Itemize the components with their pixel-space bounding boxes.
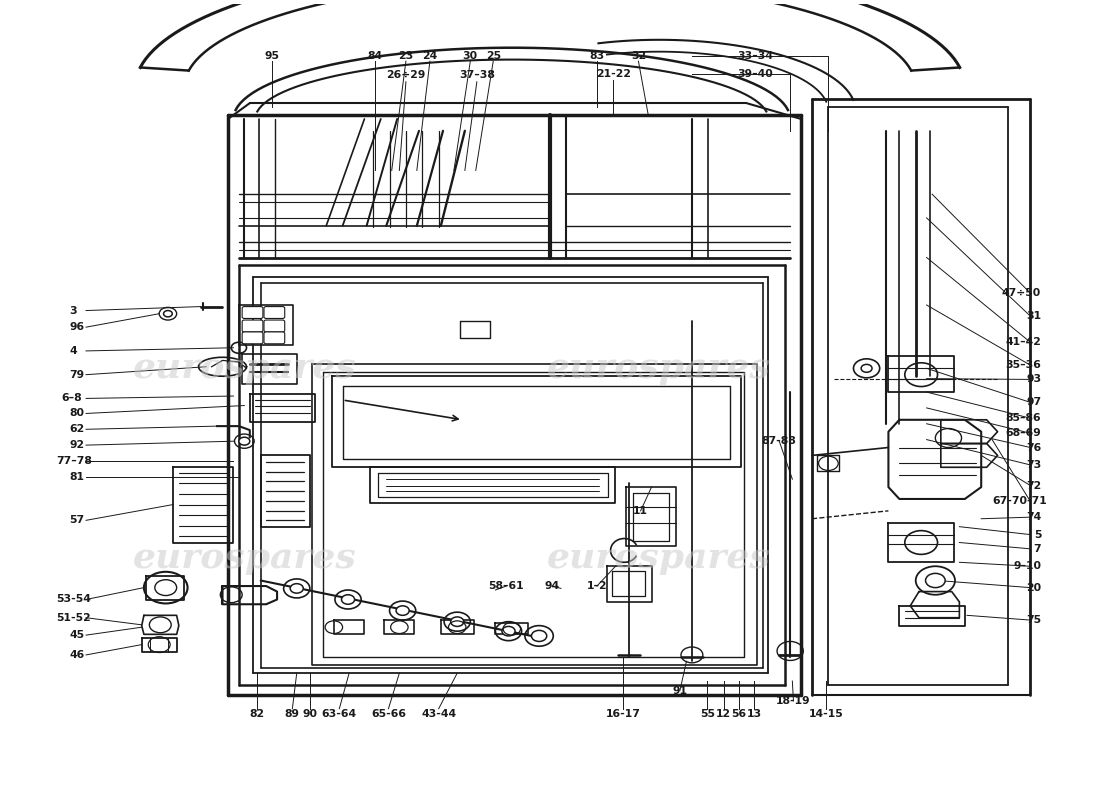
Text: 83: 83 — [590, 50, 605, 61]
Text: 63-64: 63-64 — [321, 710, 356, 719]
Text: 43-44: 43-44 — [421, 710, 456, 719]
Text: 4: 4 — [69, 346, 77, 356]
Text: 56: 56 — [732, 710, 747, 719]
Text: 81: 81 — [69, 472, 85, 482]
Text: 89: 89 — [285, 710, 300, 719]
Text: 85–86: 85–86 — [1005, 414, 1042, 423]
Text: 68–69: 68–69 — [1005, 428, 1042, 438]
Text: 93: 93 — [1026, 374, 1042, 385]
Text: 41–42: 41–42 — [1005, 338, 1042, 347]
Text: eurospares: eurospares — [132, 542, 356, 575]
Text: 75: 75 — [1026, 615, 1042, 625]
Text: 46: 46 — [69, 650, 85, 660]
Text: 20: 20 — [1026, 582, 1042, 593]
Text: 84: 84 — [367, 50, 383, 61]
Text: 18-19: 18-19 — [777, 696, 811, 706]
Text: 58–61: 58–61 — [488, 581, 524, 591]
Text: 9–10: 9–10 — [1013, 562, 1042, 571]
Text: 96: 96 — [69, 322, 85, 332]
Text: 35–36: 35–36 — [1005, 360, 1042, 370]
Text: eurospares: eurospares — [132, 351, 356, 386]
Text: 79: 79 — [69, 370, 85, 380]
FancyBboxPatch shape — [242, 332, 263, 344]
Text: 26÷29: 26÷29 — [386, 70, 426, 81]
Text: 92: 92 — [69, 440, 85, 450]
Text: 77–78: 77–78 — [56, 456, 92, 466]
Text: 31: 31 — [1026, 311, 1042, 321]
Text: 16-17: 16-17 — [606, 710, 640, 719]
Circle shape — [861, 364, 872, 372]
FancyBboxPatch shape — [264, 320, 285, 332]
Text: 90: 90 — [302, 710, 317, 719]
Text: eurospares: eurospares — [548, 351, 771, 386]
Circle shape — [341, 594, 354, 604]
Text: 37–38: 37–38 — [459, 70, 495, 81]
Text: 65-66: 65-66 — [371, 710, 406, 719]
Text: 62: 62 — [69, 424, 85, 434]
Text: 39–40: 39–40 — [737, 69, 773, 79]
Text: 51-52: 51-52 — [56, 613, 91, 622]
Text: 5: 5 — [1034, 530, 1042, 539]
Text: 94: 94 — [544, 581, 560, 591]
Text: 76: 76 — [1026, 442, 1042, 453]
Text: 12: 12 — [716, 710, 732, 719]
Text: eurospares: eurospares — [548, 542, 771, 575]
Text: 97: 97 — [1026, 398, 1042, 407]
Text: 11: 11 — [634, 506, 648, 516]
Text: 82: 82 — [250, 710, 265, 719]
Text: 87-88: 87-88 — [762, 436, 796, 446]
Text: 72: 72 — [1026, 481, 1042, 490]
Text: 14-15: 14-15 — [808, 710, 844, 719]
Circle shape — [396, 606, 409, 615]
Text: 80: 80 — [69, 409, 85, 418]
Text: 1–2: 1–2 — [586, 581, 607, 591]
Circle shape — [531, 630, 547, 642]
Text: 30: 30 — [463, 50, 477, 61]
Text: 57: 57 — [69, 515, 85, 526]
Text: 25: 25 — [486, 50, 500, 61]
Text: 53-54: 53-54 — [56, 594, 91, 605]
Circle shape — [925, 574, 945, 588]
FancyBboxPatch shape — [242, 320, 263, 332]
Circle shape — [502, 626, 515, 636]
Text: 33–34: 33–34 — [737, 50, 773, 61]
Text: 23: 23 — [398, 50, 414, 61]
Text: 91: 91 — [672, 686, 688, 695]
Text: 24: 24 — [422, 50, 438, 61]
Circle shape — [164, 310, 173, 317]
Text: 55: 55 — [700, 710, 715, 719]
FancyBboxPatch shape — [264, 332, 285, 344]
Circle shape — [451, 617, 464, 626]
Text: 6–8: 6–8 — [60, 394, 81, 403]
Text: 95: 95 — [264, 50, 279, 61]
Text: 7: 7 — [1034, 544, 1042, 554]
Text: 13: 13 — [747, 710, 761, 719]
Text: 21-22: 21-22 — [596, 69, 630, 79]
Text: 73: 73 — [1026, 460, 1042, 470]
Circle shape — [239, 438, 250, 445]
Circle shape — [290, 584, 304, 593]
Text: 45: 45 — [69, 630, 85, 640]
Text: 32: 32 — [630, 50, 646, 61]
FancyBboxPatch shape — [242, 306, 263, 318]
Text: 3: 3 — [69, 306, 77, 315]
Text: 67-70-71: 67-70-71 — [992, 496, 1047, 506]
FancyBboxPatch shape — [264, 306, 285, 318]
Text: 74: 74 — [1026, 512, 1042, 522]
Text: 47÷50: 47÷50 — [1002, 288, 1042, 298]
